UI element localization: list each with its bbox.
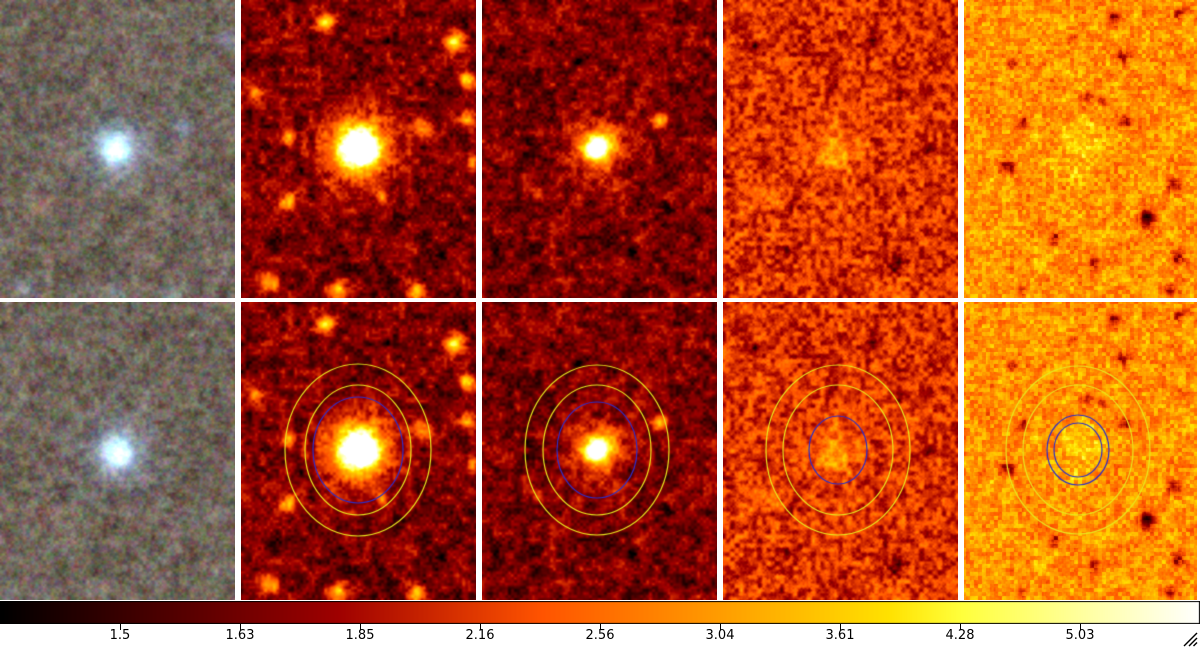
colorbar-tick-label: 2.16 (465, 628, 495, 643)
colorbar-tick-label: 3.04 (705, 628, 735, 643)
colorbar-tick (960, 624, 961, 630)
colorbar-tick-label: 1.63 (225, 628, 255, 643)
colorbar-tick (480, 624, 481, 630)
colorbar-tick (840, 624, 841, 630)
frame-r2c5-heat-image[interactable] (964, 302, 1197, 600)
frame-r1c1-rgb-image[interactable] (0, 0, 235, 298)
colorbar[interactable] (0, 601, 1200, 624)
frame-r2c4-heat-image[interactable] (723, 302, 958, 600)
colorbar-tick-label: 5.03 (1065, 628, 1095, 643)
colorbar-tick (120, 624, 121, 630)
frame-r1c5-heat-image[interactable] (964, 0, 1197, 298)
colorbar-tick-label: 1.85 (345, 628, 375, 643)
colorbar-tick (1080, 624, 1081, 630)
colorbar-tick-label: 3.61 (825, 628, 855, 643)
frame-r1c3-heat-image[interactable] (482, 0, 717, 298)
colorbar-tick (720, 624, 721, 630)
frame-r2c1-rgb-image[interactable] (0, 302, 235, 600)
colorbar-tick (240, 624, 241, 630)
colorbar-tick-label: 2.56 (585, 628, 615, 643)
resize-grip-icon[interactable] (1182, 631, 1199, 648)
colorbar-tick-label: 4.28 (945, 628, 975, 643)
frame-r2c3-heat-image[interactable] (482, 302, 717, 600)
frame-r1c2-heat-image[interactable] (241, 0, 476, 298)
frame-r1c4-heat-image[interactable] (723, 0, 958, 298)
colorbar-tick (600, 624, 601, 630)
frame-r2c2-heat-image[interactable] (241, 302, 476, 600)
colorbar-tick (360, 624, 361, 630)
colorbar-tick-label: 1.5 (109, 628, 131, 643)
